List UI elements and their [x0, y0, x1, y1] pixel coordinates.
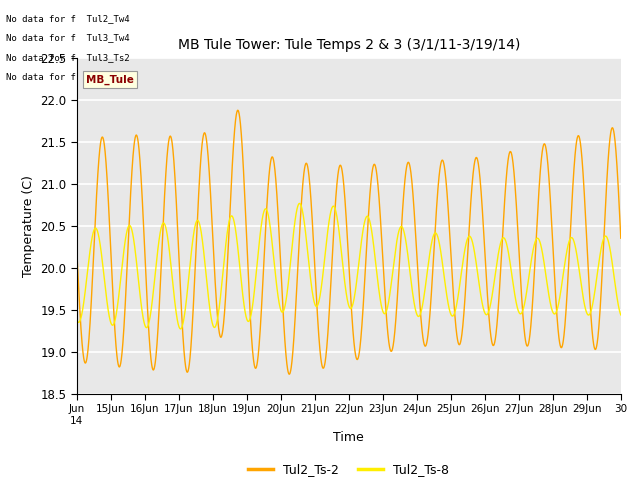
Tul2_Ts-2 — [234, 108, 242, 113]
Tul2_Ts-8 — [167, 264, 175, 270]
Tul2_Ts-2 — [607, 132, 614, 137]
X-axis label: Time: Time — [333, 431, 364, 444]
Line: Tul2_Ts-2: Tul2_Ts-2 — [77, 110, 621, 374]
Tul2_Ts-8 — [617, 312, 625, 318]
Tul2_Ts-8 — [282, 300, 289, 306]
Tul2_Ts-8 — [607, 249, 614, 254]
Tul2_Ts-2 — [135, 145, 143, 151]
Legend: Tul2_Ts-2, Tul2_Ts-8: Tul2_Ts-2, Tul2_Ts-8 — [243, 458, 454, 480]
Tul2_Ts-2 — [282, 348, 289, 353]
Tul2_Ts-8 — [135, 281, 143, 287]
Tul2_Ts-2 — [617, 235, 625, 241]
Tul2_Ts-2 — [548, 224, 556, 230]
Tul2_Ts-2 — [167, 135, 175, 141]
Y-axis label: Temperature (C): Temperature (C) — [22, 175, 35, 276]
Tul2_Ts-8 — [73, 317, 81, 323]
Tul2_Ts-2 — [285, 372, 293, 377]
Text: No data for f  Tul3_Ts2: No data for f Tul3_Ts2 — [6, 53, 130, 62]
Tul2_Ts-2 — [305, 177, 313, 182]
Text: No data for f  Tul3_Tw4: No data for f Tul3_Tw4 — [6, 34, 130, 43]
Tul2_Ts-8 — [177, 326, 184, 332]
Title: MB Tule Tower: Tule Temps 2 & 3 (3/1/11-3/19/14): MB Tule Tower: Tule Temps 2 & 3 (3/1/11-… — [178, 38, 520, 52]
Text: MB_Tule: MB_Tule — [86, 74, 134, 84]
Line: Tul2_Ts-8: Tul2_Ts-8 — [77, 204, 621, 329]
Tul2_Ts-2 — [73, 248, 81, 254]
Text: No data for f  Tul2_Tw4: No data for f Tul2_Tw4 — [6, 14, 130, 24]
Text: No data for f  Tul3_Ts8: No data for f Tul3_Ts8 — [6, 72, 130, 81]
Tul2_Ts-8 — [548, 307, 556, 312]
Tul2_Ts-8 — [305, 265, 313, 271]
Tul2_Ts-8 — [296, 201, 303, 206]
